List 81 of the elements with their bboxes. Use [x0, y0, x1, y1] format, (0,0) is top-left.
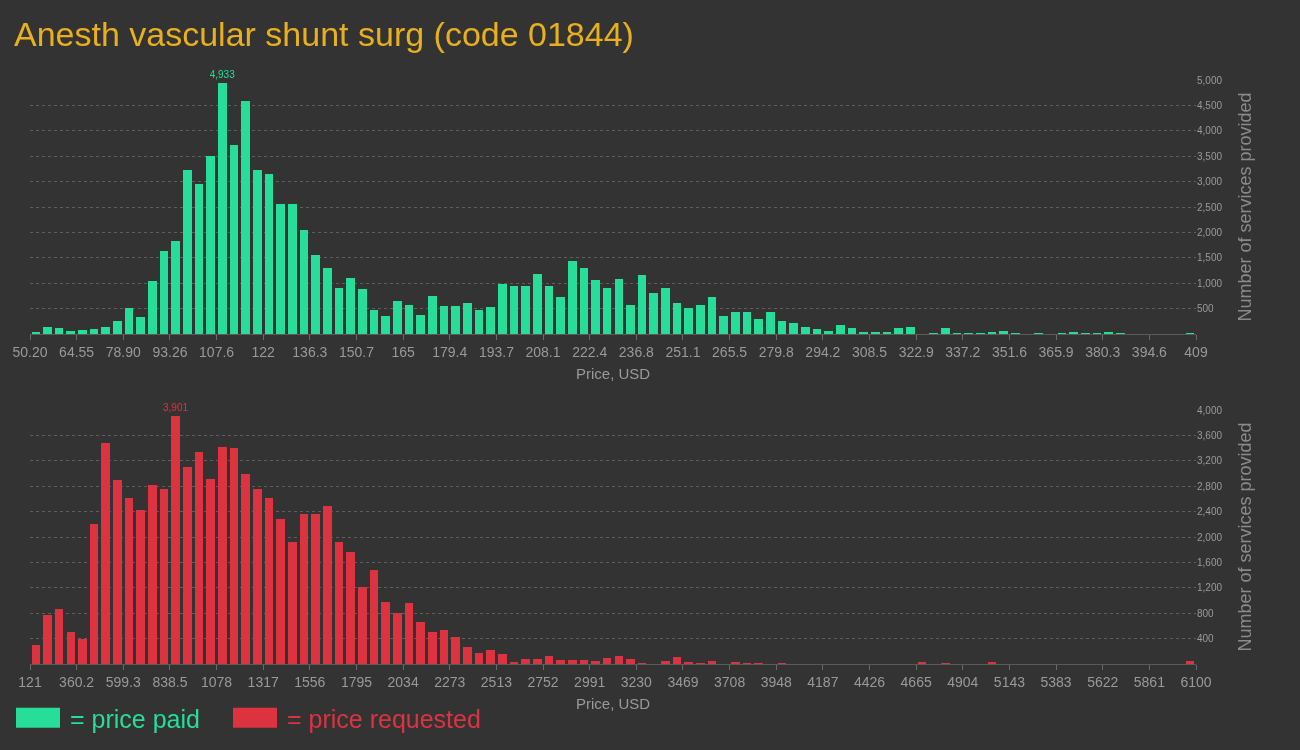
x-tick-label: 3708	[714, 673, 746, 690]
y-axis-title: Number of services provided	[1235, 422, 1255, 652]
x-tick-label: 599.3	[105, 673, 141, 690]
x-tick-label: 838.5	[152, 673, 188, 690]
x-tick-label: 337.2	[945, 343, 981, 360]
x-tick-label: 3469	[667, 673, 699, 690]
x-tick-label: 4904	[947, 673, 979, 690]
x-tick-label: 78.90	[105, 343, 141, 360]
y-tick-label: 3,500	[1197, 150, 1223, 162]
x-tick-label: 360.2	[59, 673, 95, 690]
y-tick-label: 1,500	[1197, 252, 1223, 264]
y-tick-label: 4,000	[1197, 125, 1223, 137]
x-tick-label: 2513	[480, 673, 513, 690]
x-tick-label: 121	[18, 673, 42, 690]
x-tick-label: 122	[251, 343, 276, 360]
x-tick-label: 93.26	[152, 343, 188, 360]
x-tick-label: 4665	[900, 673, 932, 690]
y-tick-label: 3,000	[1197, 176, 1223, 188]
y-tick-label: 1,200	[1197, 582, 1223, 594]
x-tick-label: 1317	[247, 673, 279, 690]
x-tick-label: 322.9	[898, 343, 934, 360]
y-tick-label: 500	[1197, 303, 1215, 315]
y-tick-label: 4,000	[1197, 404, 1223, 416]
y-tick-label: 4,500	[1197, 99, 1223, 111]
x-tick-label: 294.2	[805, 343, 841, 360]
y-tick-label: 2,000	[1197, 531, 1223, 543]
y-axis-title: Number of services provided	[1235, 92, 1255, 322]
x-tick-label: 279.8	[758, 343, 794, 360]
x-tick-label: 5143	[993, 673, 1026, 690]
x-tick-label: 4187	[807, 673, 839, 690]
x-axis-title: Price, USD	[576, 365, 651, 382]
legend-label: = price paid	[70, 704, 200, 733]
x-tick-label: 265.5	[712, 343, 748, 360]
y-tick-label: 2,500	[1197, 201, 1223, 213]
x-tick-label: 5861	[1133, 673, 1166, 690]
y-tick-label: 1,000	[1197, 277, 1223, 289]
x-tick-label: 3948	[760, 673, 793, 690]
chart-title: Anesth vascular shunt surg (code 01844)	[14, 14, 634, 53]
x-tick-label: 6100	[1180, 673, 1212, 690]
x-tick-label: 5622	[1087, 673, 1119, 690]
x-tick-label: 308.5	[852, 343, 888, 360]
x-axis-title: Price, USD	[576, 695, 651, 712]
x-tick-label: 365.9	[1038, 343, 1074, 360]
x-tick-label: 236.8	[618, 343, 655, 360]
y-tick-label: 2,400	[1197, 506, 1223, 518]
x-tick-label: 1795	[340, 673, 373, 690]
x-tick-label: 50.20	[12, 343, 48, 360]
y-tick-label: 800	[1197, 607, 1215, 619]
x-tick-label: 2034	[387, 673, 419, 690]
x-tick-label: 5383	[1040, 673, 1072, 690]
x-tick-label: 3230	[620, 673, 653, 690]
y-tick-label: 2,000	[1197, 226, 1223, 238]
x-tick-label: 394.6	[1131, 343, 1168, 360]
x-tick-label: 64.55	[59, 343, 95, 360]
x-tick-label: 4426	[853, 673, 886, 690]
x-tick-label: 208.1	[525, 343, 561, 360]
x-tick-label: 193.7	[478, 343, 515, 360]
x-tick-label: 380.3	[1085, 343, 1121, 360]
y-tick-label: 400	[1197, 633, 1215, 645]
y-tick-label: 3,600	[1197, 429, 1223, 441]
x-tick-label: 179.4	[432, 343, 468, 360]
x-tick-label: 351.6	[991, 343, 1028, 360]
x-tick-label: 150.7	[338, 343, 375, 360]
y-tick-label: 5,000	[1197, 74, 1223, 86]
data-label: 4,933	[209, 69, 236, 81]
x-tick-label: 409	[1184, 343, 1208, 360]
x-tick-label: 2991	[574, 673, 606, 690]
y-tick-label: 3,200	[1197, 455, 1223, 467]
x-tick-label: 136.3	[292, 343, 328, 360]
x-tick-label: 1556	[294, 673, 326, 690]
x-tick-label: 251.1	[665, 343, 701, 360]
x-tick-label: 222.4	[572, 343, 608, 360]
y-tick-label: 2,800	[1197, 480, 1223, 492]
x-tick-label: 107.6	[199, 343, 235, 360]
y-tick-label: 1,600	[1197, 556, 1223, 568]
x-tick-label: 2273	[434, 673, 466, 690]
x-tick-label: 1078	[200, 673, 233, 690]
data-label: 3,901	[163, 402, 189, 414]
x-tick-label: 2752	[527, 673, 559, 690]
legend-label: = price requested	[287, 704, 481, 733]
x-tick-label: 165	[391, 343, 416, 360]
